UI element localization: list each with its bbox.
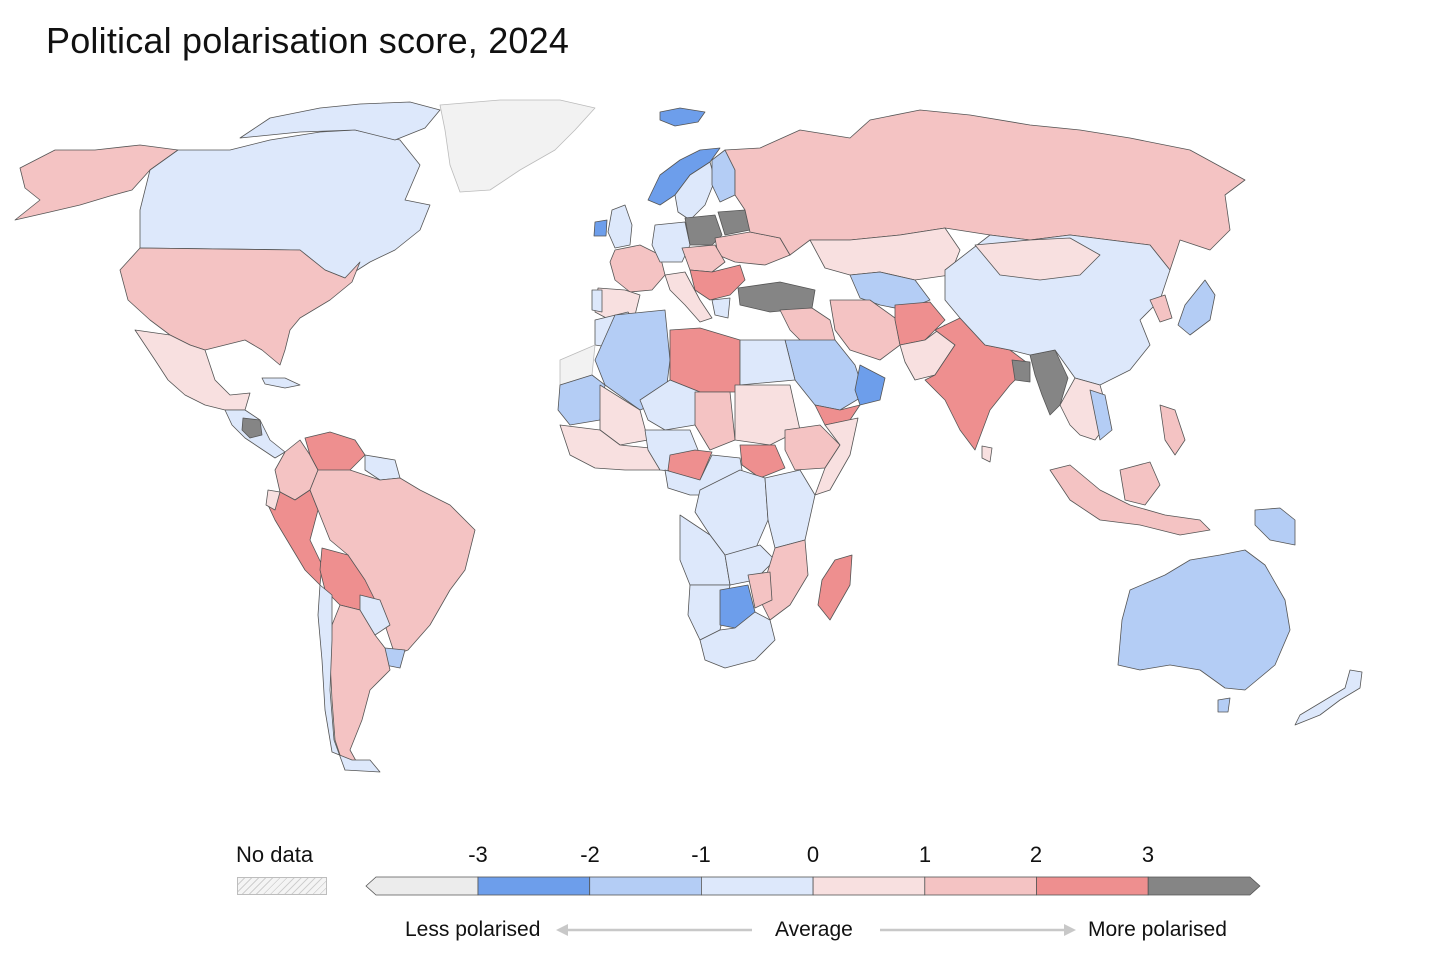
region-australia[interactable] (1117, 549, 1291, 691)
scale-bin (477, 876, 591, 896)
scale-bin (924, 876, 1037, 896)
region-greece[interactable] (711, 297, 731, 319)
region-papua-new-guinea[interactable] (1254, 507, 1296, 546)
region-saudi-arabia[interactable] (784, 339, 866, 411)
region-norway[interactable] (647, 147, 721, 206)
right-arrow-icon (1064, 924, 1076, 936)
region-borneo[interactable] (1119, 461, 1161, 506)
region-malaysia-indonesia[interactable] (1049, 464, 1211, 536)
region-uk[interactable] (607, 204, 633, 249)
region-mali[interactable] (599, 384, 649, 446)
region-bangladesh[interactable] (1011, 359, 1031, 383)
tick-label: -3 (468, 842, 488, 867)
tick-label: 1 (918, 842, 932, 867)
scale-bin (1036, 876, 1149, 896)
tick-label: 2 (1029, 842, 1043, 867)
region-iran[interactable] (829, 299, 901, 361)
tick-label: 3 (1141, 842, 1155, 867)
region-zambia[interactable] (724, 544, 776, 586)
region-vietnam[interactable] (1089, 389, 1113, 441)
scale-bin (701, 876, 814, 896)
region-sweden[interactable] (674, 161, 716, 221)
region-egypt[interactable] (739, 339, 796, 386)
region-japan[interactable] (1177, 279, 1216, 336)
region-south-sudan[interactable] (739, 444, 786, 479)
no-data-label: No data (236, 842, 314, 867)
region-france[interactable] (609, 244, 666, 293)
region-iceland[interactable] (659, 107, 706, 127)
left-arrow-icon (556, 924, 568, 936)
region-chad[interactable] (694, 391, 736, 451)
no-data-swatch (237, 877, 327, 895)
scale-bin (589, 876, 702, 896)
region-tasmania[interactable] (1217, 697, 1231, 713)
region-cuba[interactable] (261, 377, 301, 389)
region-germany[interactable] (651, 221, 691, 263)
more-polarised-label: More polarised (1088, 918, 1227, 941)
region-canada-arctic[interactable] (239, 101, 441, 141)
region-south-africa[interactable] (699, 611, 776, 669)
tick-label: 0 (806, 842, 820, 867)
region-myanmar[interactable] (1029, 349, 1069, 416)
region-central-europe[interactable] (681, 244, 726, 273)
scale-bin (1147, 876, 1261, 896)
region-ecuador[interactable] (265, 489, 281, 511)
region-somalia[interactable] (814, 417, 859, 496)
region-new-zealand[interactable] (1294, 669, 1363, 726)
scale-bin (812, 876, 926, 896)
region-oman[interactable] (854, 364, 886, 406)
map-title: Political polarisation score, 2024 (46, 20, 570, 61)
average-label: Average (775, 918, 853, 941)
region-guatemala[interactable] (241, 417, 263, 439)
region-ireland[interactable] (593, 219, 608, 237)
tick-label: -2 (580, 842, 600, 867)
region-brazil[interactable] (309, 469, 476, 656)
region-italy[interactable] (664, 271, 713, 323)
region-madagascar[interactable] (817, 554, 853, 621)
region-alaska[interactable] (14, 144, 179, 221)
region-chile[interactable] (317, 584, 381, 773)
region-zimbabwe[interactable] (747, 571, 773, 609)
world-map (14, 99, 1363, 773)
region-philippines[interactable] (1159, 404, 1186, 456)
region-sri-lanka[interactable] (981, 445, 993, 463)
region-greenland[interactable] (439, 99, 596, 193)
region-mongolia[interactable] (974, 237, 1101, 281)
region-korea[interactable] (1149, 294, 1173, 323)
region-balkans[interactable] (689, 264, 746, 301)
region-portugal[interactable] (591, 289, 603, 313)
tick-label: -1 (691, 842, 711, 867)
less-polarised-label: Less polarised (405, 918, 541, 941)
region-usa[interactable] (119, 247, 361, 366)
scale-bin (365, 876, 479, 896)
